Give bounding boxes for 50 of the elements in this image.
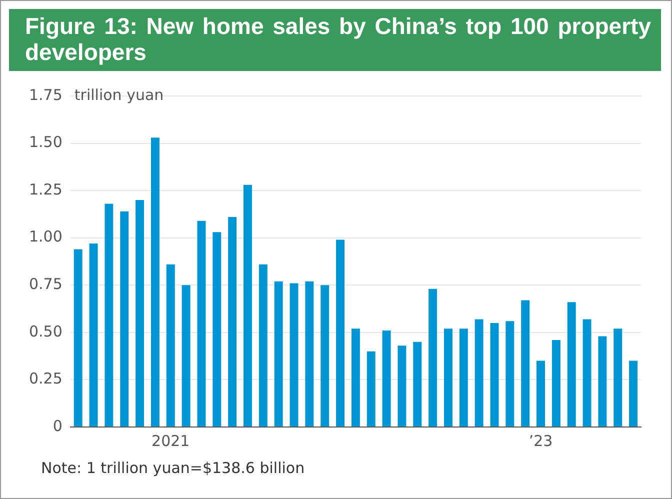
bar — [244, 184, 252, 426]
y-tick-label: 1.50 — [28, 133, 62, 152]
bar — [274, 281, 283, 426]
bar — [89, 244, 98, 426]
bar — [474, 319, 484, 426]
bar — [536, 360, 545, 426]
bar — [136, 200, 144, 426]
y-tick-label: 0.50 — [28, 322, 62, 340]
y-tick-label: 1.25 — [28, 180, 62, 198]
bar — [582, 319, 592, 426]
bar — [228, 217, 237, 426]
bar — [305, 281, 314, 426]
bar — [258, 264, 268, 426]
bar — [182, 285, 190, 426]
bar — [552, 340, 560, 426]
y-tick-label: 0.25 — [28, 370, 62, 388]
bar — [567, 302, 576, 426]
bar — [197, 220, 206, 426]
y-tick-label: 0.75 — [28, 275, 62, 294]
bar — [490, 322, 499, 426]
y-tick-label: 1.75 — [28, 86, 62, 104]
bar — [444, 328, 452, 426]
chart-title: Figure 13: New home sales by China’s top 100 property developers — [9, 9, 661, 71]
bar — [320, 285, 330, 426]
bar — [413, 342, 422, 426]
bar — [166, 264, 175, 426]
bar — [382, 330, 391, 426]
text: Note: 1 trillion yuan=$138.6 billion — [41, 459, 305, 477]
bar — [459, 328, 468, 426]
y-tick-label: 0 — [52, 416, 62, 435]
bar — [351, 328, 360, 426]
bar — [290, 283, 298, 426]
bar — [398, 346, 406, 426]
bar — [598, 336, 607, 426]
bar — [212, 232, 222, 426]
y-tick-label: 1.00 — [28, 228, 62, 246]
x-tick-label: ’23 — [528, 432, 553, 450]
x-tick-label: 2021 — [152, 432, 190, 450]
bar — [506, 321, 514, 426]
bar — [104, 204, 114, 426]
bar — [74, 249, 82, 426]
bar — [366, 351, 376, 426]
bar — [521, 300, 530, 426]
bar — [336, 240, 345, 426]
bar — [614, 328, 622, 426]
bar — [629, 360, 638, 426]
bar — [120, 211, 129, 426]
bar — [428, 288, 438, 426]
y-axis-title: trillion yuan — [74, 86, 164, 104]
bar — [150, 138, 160, 426]
